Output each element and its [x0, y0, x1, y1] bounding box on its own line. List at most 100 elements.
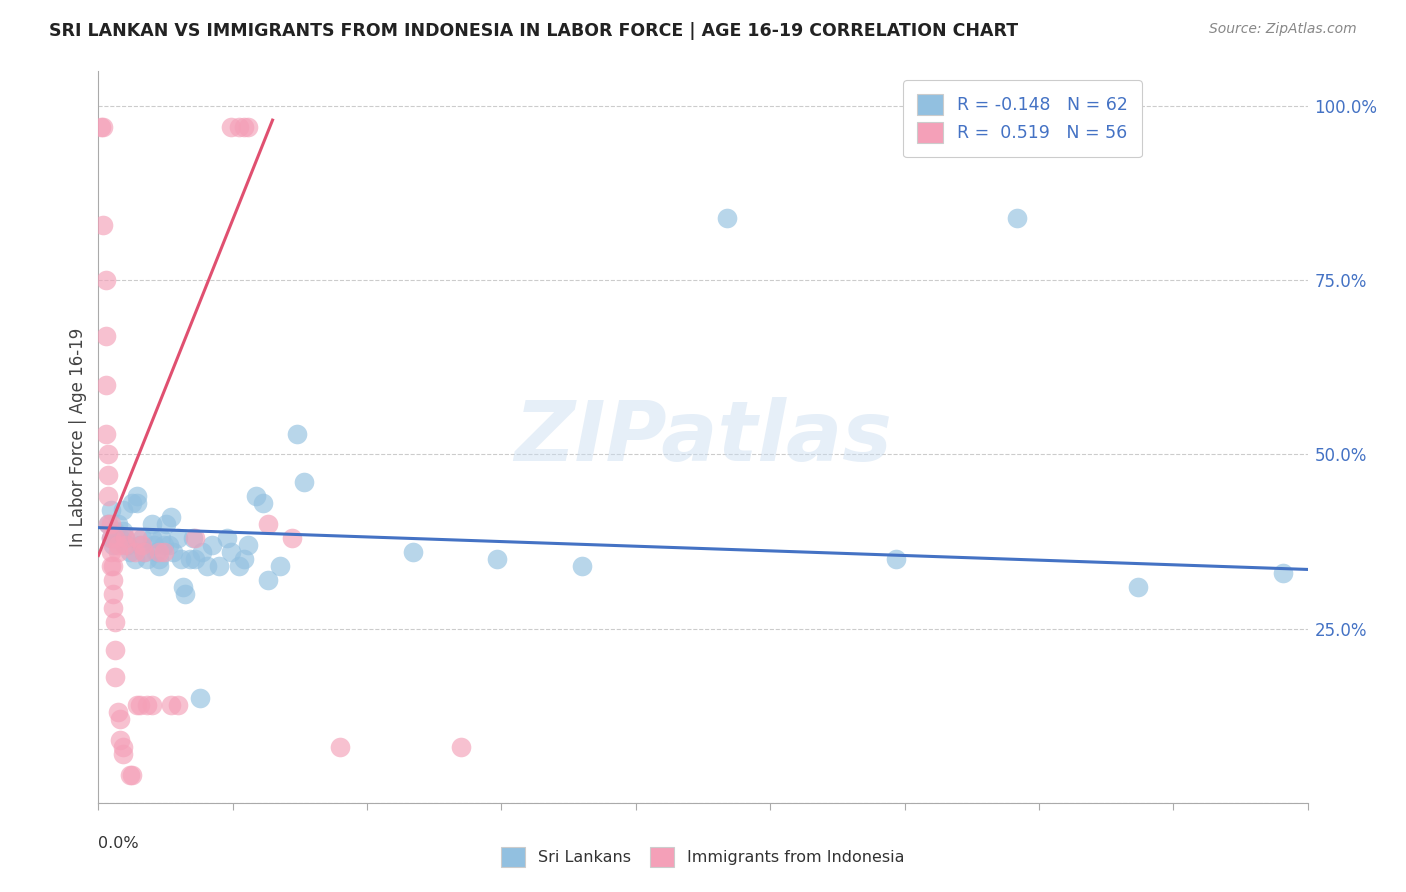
- Point: [1128, 580, 1150, 594]
- Point: [221, 545, 243, 559]
- Point: [1007, 211, 1029, 225]
- Point: [108, 712, 131, 726]
- Point: [100, 531, 122, 545]
- Point: [127, 698, 149, 713]
- Point: [127, 489, 149, 503]
- Point: [97, 448, 120, 462]
- Point: [152, 545, 174, 559]
- Point: [101, 600, 124, 615]
- Point: [104, 670, 127, 684]
- Point: [181, 531, 204, 545]
- Point: [148, 552, 170, 566]
- Point: [131, 538, 153, 552]
- Point: [450, 740, 472, 755]
- Point: [141, 517, 163, 532]
- Point: [90, 120, 112, 134]
- Point: [169, 552, 191, 566]
- Point: [128, 698, 150, 713]
- Point: [111, 524, 134, 538]
- Point: [104, 642, 127, 657]
- Point: [145, 545, 167, 559]
- Point: [128, 538, 150, 552]
- Point: [104, 531, 127, 545]
- Point: [91, 120, 114, 134]
- Point: [107, 545, 129, 559]
- Point: [256, 517, 278, 532]
- Legend: Sri Lankans, Immigrants from Indonesia: Sri Lankans, Immigrants from Indonesia: [495, 841, 911, 873]
- Point: [402, 545, 425, 559]
- Point: [135, 698, 157, 713]
- Point: [114, 531, 136, 545]
- Point: [97, 517, 120, 532]
- Point: [252, 496, 274, 510]
- Point: [167, 698, 190, 713]
- Point: [134, 545, 156, 559]
- Point: [1272, 566, 1295, 580]
- Point: [174, 587, 197, 601]
- Point: [329, 740, 352, 755]
- Point: [94, 273, 117, 287]
- Point: [245, 489, 267, 503]
- Point: [228, 120, 250, 134]
- Point: [127, 531, 149, 545]
- Point: [100, 503, 122, 517]
- Point: [107, 705, 129, 719]
- Legend: R = -0.148   N = 62, R =  0.519   N = 56: R = -0.148 N = 62, R = 0.519 N = 56: [903, 80, 1142, 157]
- Point: [91, 218, 114, 232]
- Point: [107, 517, 129, 532]
- Point: [281, 531, 304, 545]
- Point: [172, 580, 194, 594]
- Point: [184, 552, 207, 566]
- Point: [100, 558, 122, 573]
- Point: [148, 558, 170, 573]
- Point: [221, 120, 243, 134]
- Point: [127, 496, 149, 510]
- Y-axis label: In Labor Force | Age 16-19: In Labor Force | Age 16-19: [69, 327, 87, 547]
- Point: [208, 558, 231, 573]
- Point: [114, 538, 136, 552]
- Point: [886, 552, 908, 566]
- Point: [100, 545, 122, 559]
- Point: [269, 558, 291, 573]
- Point: [97, 468, 120, 483]
- Point: [111, 740, 134, 755]
- Point: [232, 120, 254, 134]
- Point: [118, 545, 141, 559]
- Point: [101, 538, 124, 552]
- Point: [101, 587, 124, 601]
- Point: [148, 545, 170, 559]
- Point: [104, 615, 127, 629]
- Point: [104, 531, 127, 545]
- Point: [571, 558, 593, 573]
- Point: [124, 545, 146, 559]
- Point: [111, 747, 134, 761]
- Point: [157, 538, 180, 552]
- Point: [143, 538, 166, 552]
- Text: 0.0%: 0.0%: [98, 836, 139, 851]
- Point: [94, 426, 117, 441]
- Point: [100, 531, 122, 545]
- Point: [184, 531, 207, 545]
- Point: [108, 531, 131, 545]
- Point: [150, 531, 173, 545]
- Point: [716, 211, 738, 225]
- Point: [155, 517, 177, 532]
- Point: [162, 545, 184, 559]
- Point: [238, 538, 260, 552]
- Point: [486, 552, 509, 566]
- Point: [179, 552, 201, 566]
- Point: [134, 545, 156, 559]
- Point: [228, 558, 250, 573]
- Point: [188, 691, 211, 706]
- Point: [160, 698, 183, 713]
- Point: [152, 538, 174, 552]
- Point: [238, 120, 260, 134]
- Point: [121, 768, 143, 782]
- Point: [97, 489, 120, 503]
- Point: [108, 733, 131, 747]
- Point: [107, 538, 129, 552]
- Point: [232, 552, 254, 566]
- Point: [118, 768, 141, 782]
- Point: [101, 558, 124, 573]
- Point: [121, 496, 143, 510]
